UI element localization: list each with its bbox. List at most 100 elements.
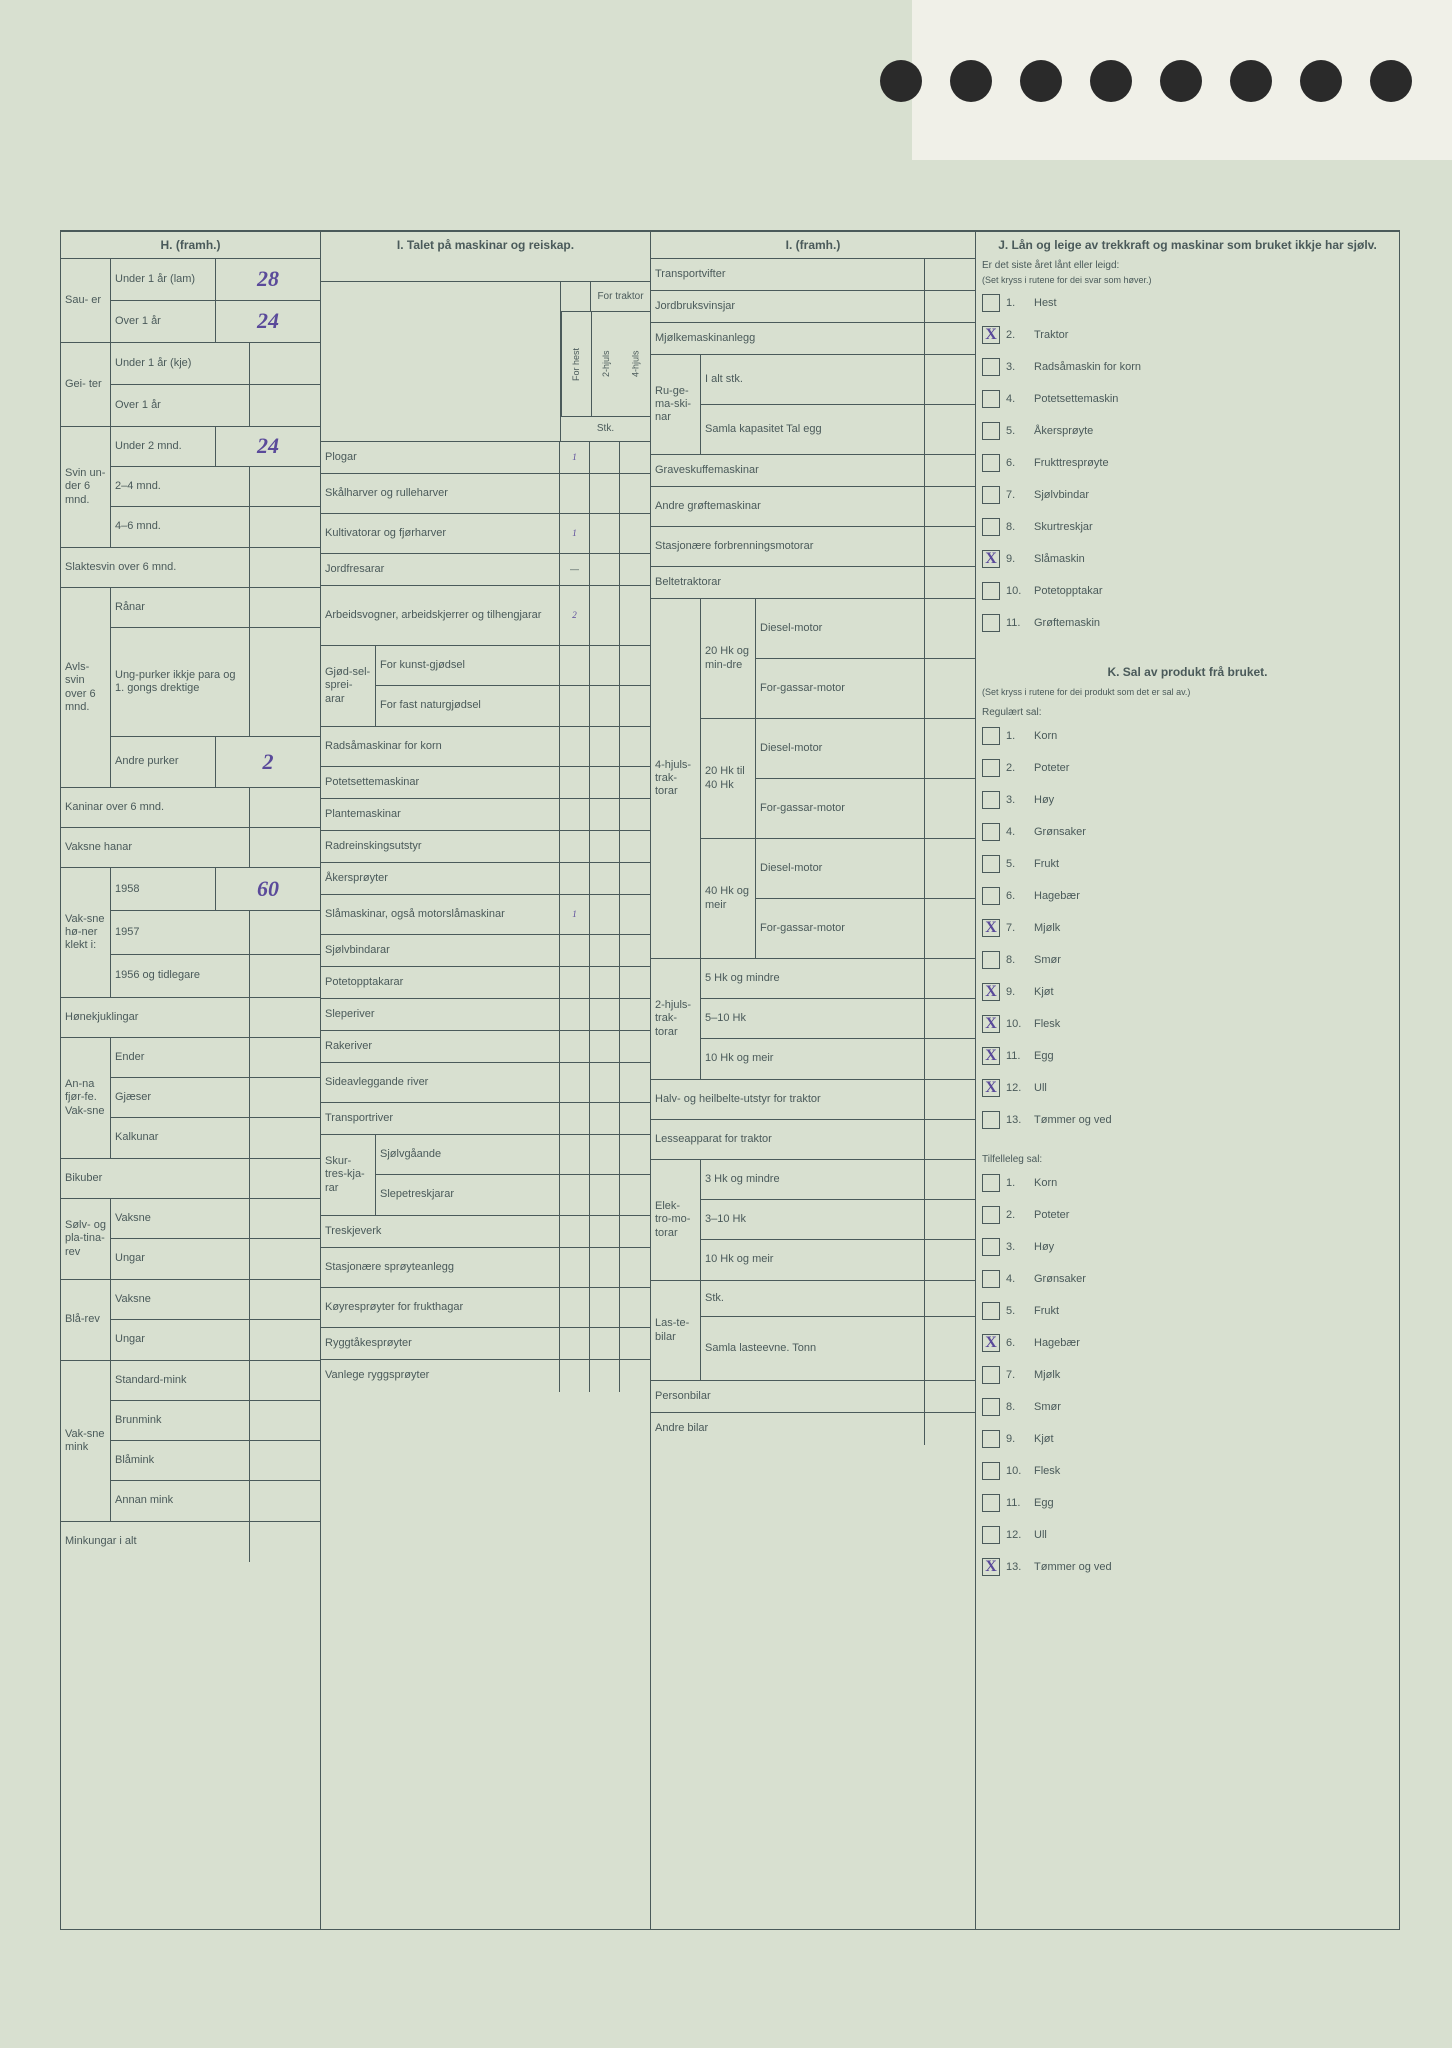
binder-holes [880,60,1412,102]
k-tilf-item-label: Hagebær [1034,1337,1080,1349]
k-reg-item-row: X7.Mjølk [976,912,1399,944]
k-tilf-item-checkbox[interactable] [982,1206,1000,1224]
ruge: Ru-ge-ma-ski-nar [651,355,701,454]
j-item-checkbox[interactable] [982,614,1000,632]
j-item-checkbox[interactable]: X [982,326,1000,344]
k-reg-item-checkbox[interactable]: X [982,1047,1000,1065]
k-reg-item-checkbox[interactable] [982,727,1000,745]
k-reg-item-checkbox[interactable] [982,887,1000,905]
k-reg-item-checkbox[interactable] [982,759,1000,777]
k-reg-item-row: 1.Korn [976,720,1399,752]
k-tilf-item-row: 3.Høy [976,1231,1399,1263]
andrepurker-val: 2 [216,737,320,787]
label-svin6: Svin un-der 6 mnd. [61,427,111,547]
sideavlegg: Sideavleggande river [321,1063,560,1102]
j-item-checkbox[interactable] [982,518,1000,536]
label-mink: Vak-sne mink [61,1361,111,1521]
k-reg-item-checkbox[interactable] [982,1111,1000,1129]
page-notch [912,0,1452,160]
j-item-row: 3.Radsåmaskin for korn [976,351,1399,383]
k-reg-item-label: Ull [1034,1082,1047,1094]
k-tilf-item-label: Grønsaker [1034,1273,1086,1285]
j-item-checkbox[interactable] [982,454,1000,472]
k-reg-item-checkbox[interactable] [982,823,1000,841]
k-tilf-item-row: 12.Ull [976,1519,1399,1551]
section-i2-title: I. (framh.) [651,232,975,259]
j-item-checkbox[interactable] [982,294,1000,312]
plante: Plantemaskinar [321,799,560,830]
k-reg-item-checkbox[interactable] [982,951,1000,969]
k-reg-item-checkbox[interactable]: X [982,983,1000,1001]
j-item-label: Traktor [1034,329,1068,341]
j-item-checkbox[interactable] [982,582,1000,600]
mink-bla: Blåmink [111,1441,250,1480]
k-reg-item-num: 9. [1006,986,1028,998]
rakeriver: Rakeriver [321,1031,560,1062]
j-checklist: 1.HestX2.Traktor3.Radsåmaskin for korn4.… [976,287,1399,639]
k-tilf-item-label: Poteter [1034,1209,1069,1221]
k-tilf-item-checkbox[interactable] [982,1430,1000,1448]
k-tilf-item-checkbox[interactable] [982,1238,1000,1256]
akersproyter: Åkersprøyter [321,863,560,894]
k-reg-checklist: 1.Korn2.Poteter3.Høy4.Grønsaker5.Frukt6.… [976,720,1399,1136]
k-reg-item-label: Hagebær [1034,890,1080,902]
lastebilar: Las-te-bilar [651,1281,701,1380]
k-tilf-item-checkbox[interactable] [982,1462,1000,1480]
j-item-row: 10.Potetopptakar [976,575,1399,607]
check-mark-icon: X [985,1079,997,1097]
kalkunar: Kalkunar [111,1118,250,1158]
k-reg-item-row: 4.Grønsaker [976,816,1399,848]
hk20: 20 Hk og min-dre [701,599,756,718]
honer-1957: 1957 [111,911,250,953]
j-item-checkbox[interactable]: X [982,550,1000,568]
k-tilf-item-checkbox[interactable] [982,1174,1000,1192]
k-tilf-item-checkbox[interactable]: X [982,1334,1000,1352]
section-i-cont: I. (framh.) Transportvifter Jordbruksvin… [651,232,976,1929]
section-h: H. (framh.) Sau- er Under 1 år (lam)28 O… [61,232,321,1929]
gjodsel: Gjød-sel-sprei-arar [321,646,376,726]
k-tilf-item-row: X6.Hagebær [976,1327,1399,1359]
k-reg-item-checkbox[interactable]: X [982,1079,1000,1097]
label-sauer: Sau- er [61,259,111,342]
k-tilf-item-checkbox[interactable] [982,1302,1000,1320]
label-solvrev: Sølv- og pla-tina-rev [61,1199,111,1279]
sauer-under1: Under 1 år (lam) [111,259,216,300]
k-reg-item-label: Høy [1034,794,1054,806]
hk10: 10 Hk og meir [701,1039,925,1079]
j-item-checkbox[interactable] [982,358,1000,376]
kultivator: Kultivatorar og fjørharver [321,514,560,553]
k-reg-item-label: Grønsaker [1034,826,1086,838]
lastebilar-samla: Samla lasteevne. Tonn [701,1317,925,1380]
ruge-samla: Samla kapasitet Tal egg [701,405,925,454]
k-tilf-item-checkbox[interactable]: X [982,1558,1000,1576]
mink-annan: Annan mink [111,1481,250,1521]
k-reg-item-checkbox[interactable] [982,791,1000,809]
label-honer: Vak-sne hø-ner klekt i: [61,868,111,997]
check-mark-icon: X [985,1558,997,1576]
h4: 4-hjuls [621,312,651,416]
k-reg-item-checkbox[interactable]: X [982,919,1000,937]
k-tilf-item-num: 13. [1006,1561,1028,1573]
groftemaskinar: Andre grøftemaskinar [651,487,925,526]
k-reg-item-num: 5. [1006,858,1028,870]
scanned-page: H. (framh.) Sau- er Under 1 år (lam)28 O… [0,0,1452,2048]
jordfres: Jordfresarar [321,554,560,585]
h4label: 4-hjuls-trak-torar [651,599,701,958]
j-item-checkbox[interactable] [982,422,1000,440]
k-tilf-item-checkbox[interactable] [982,1494,1000,1512]
k-tilf-item-checkbox[interactable] [982,1270,1000,1288]
j-item-checkbox[interactable] [982,390,1000,408]
j-item-checkbox[interactable] [982,486,1000,504]
k-reg-item-label: Korn [1034,730,1057,742]
j-item-label: Radsåmaskin for korn [1034,361,1141,373]
check-mark-icon: X [985,919,997,937]
k-tilf-item-checkbox[interactable] [982,1398,1000,1416]
k-tilf-item-checkbox[interactable] [982,1526,1000,1544]
k-tilf-item-checkbox[interactable] [982,1366,1000,1384]
j-item-num: 8. [1006,521,1028,533]
k-reg-item-label: Kjøt [1034,986,1054,998]
honer-1958-val: 60 [216,868,320,910]
k-reg-item-checkbox[interactable]: X [982,1015,1000,1033]
radreinsking: Radreinskingsutstyr [321,831,560,862]
k-reg-item-checkbox[interactable] [982,855,1000,873]
